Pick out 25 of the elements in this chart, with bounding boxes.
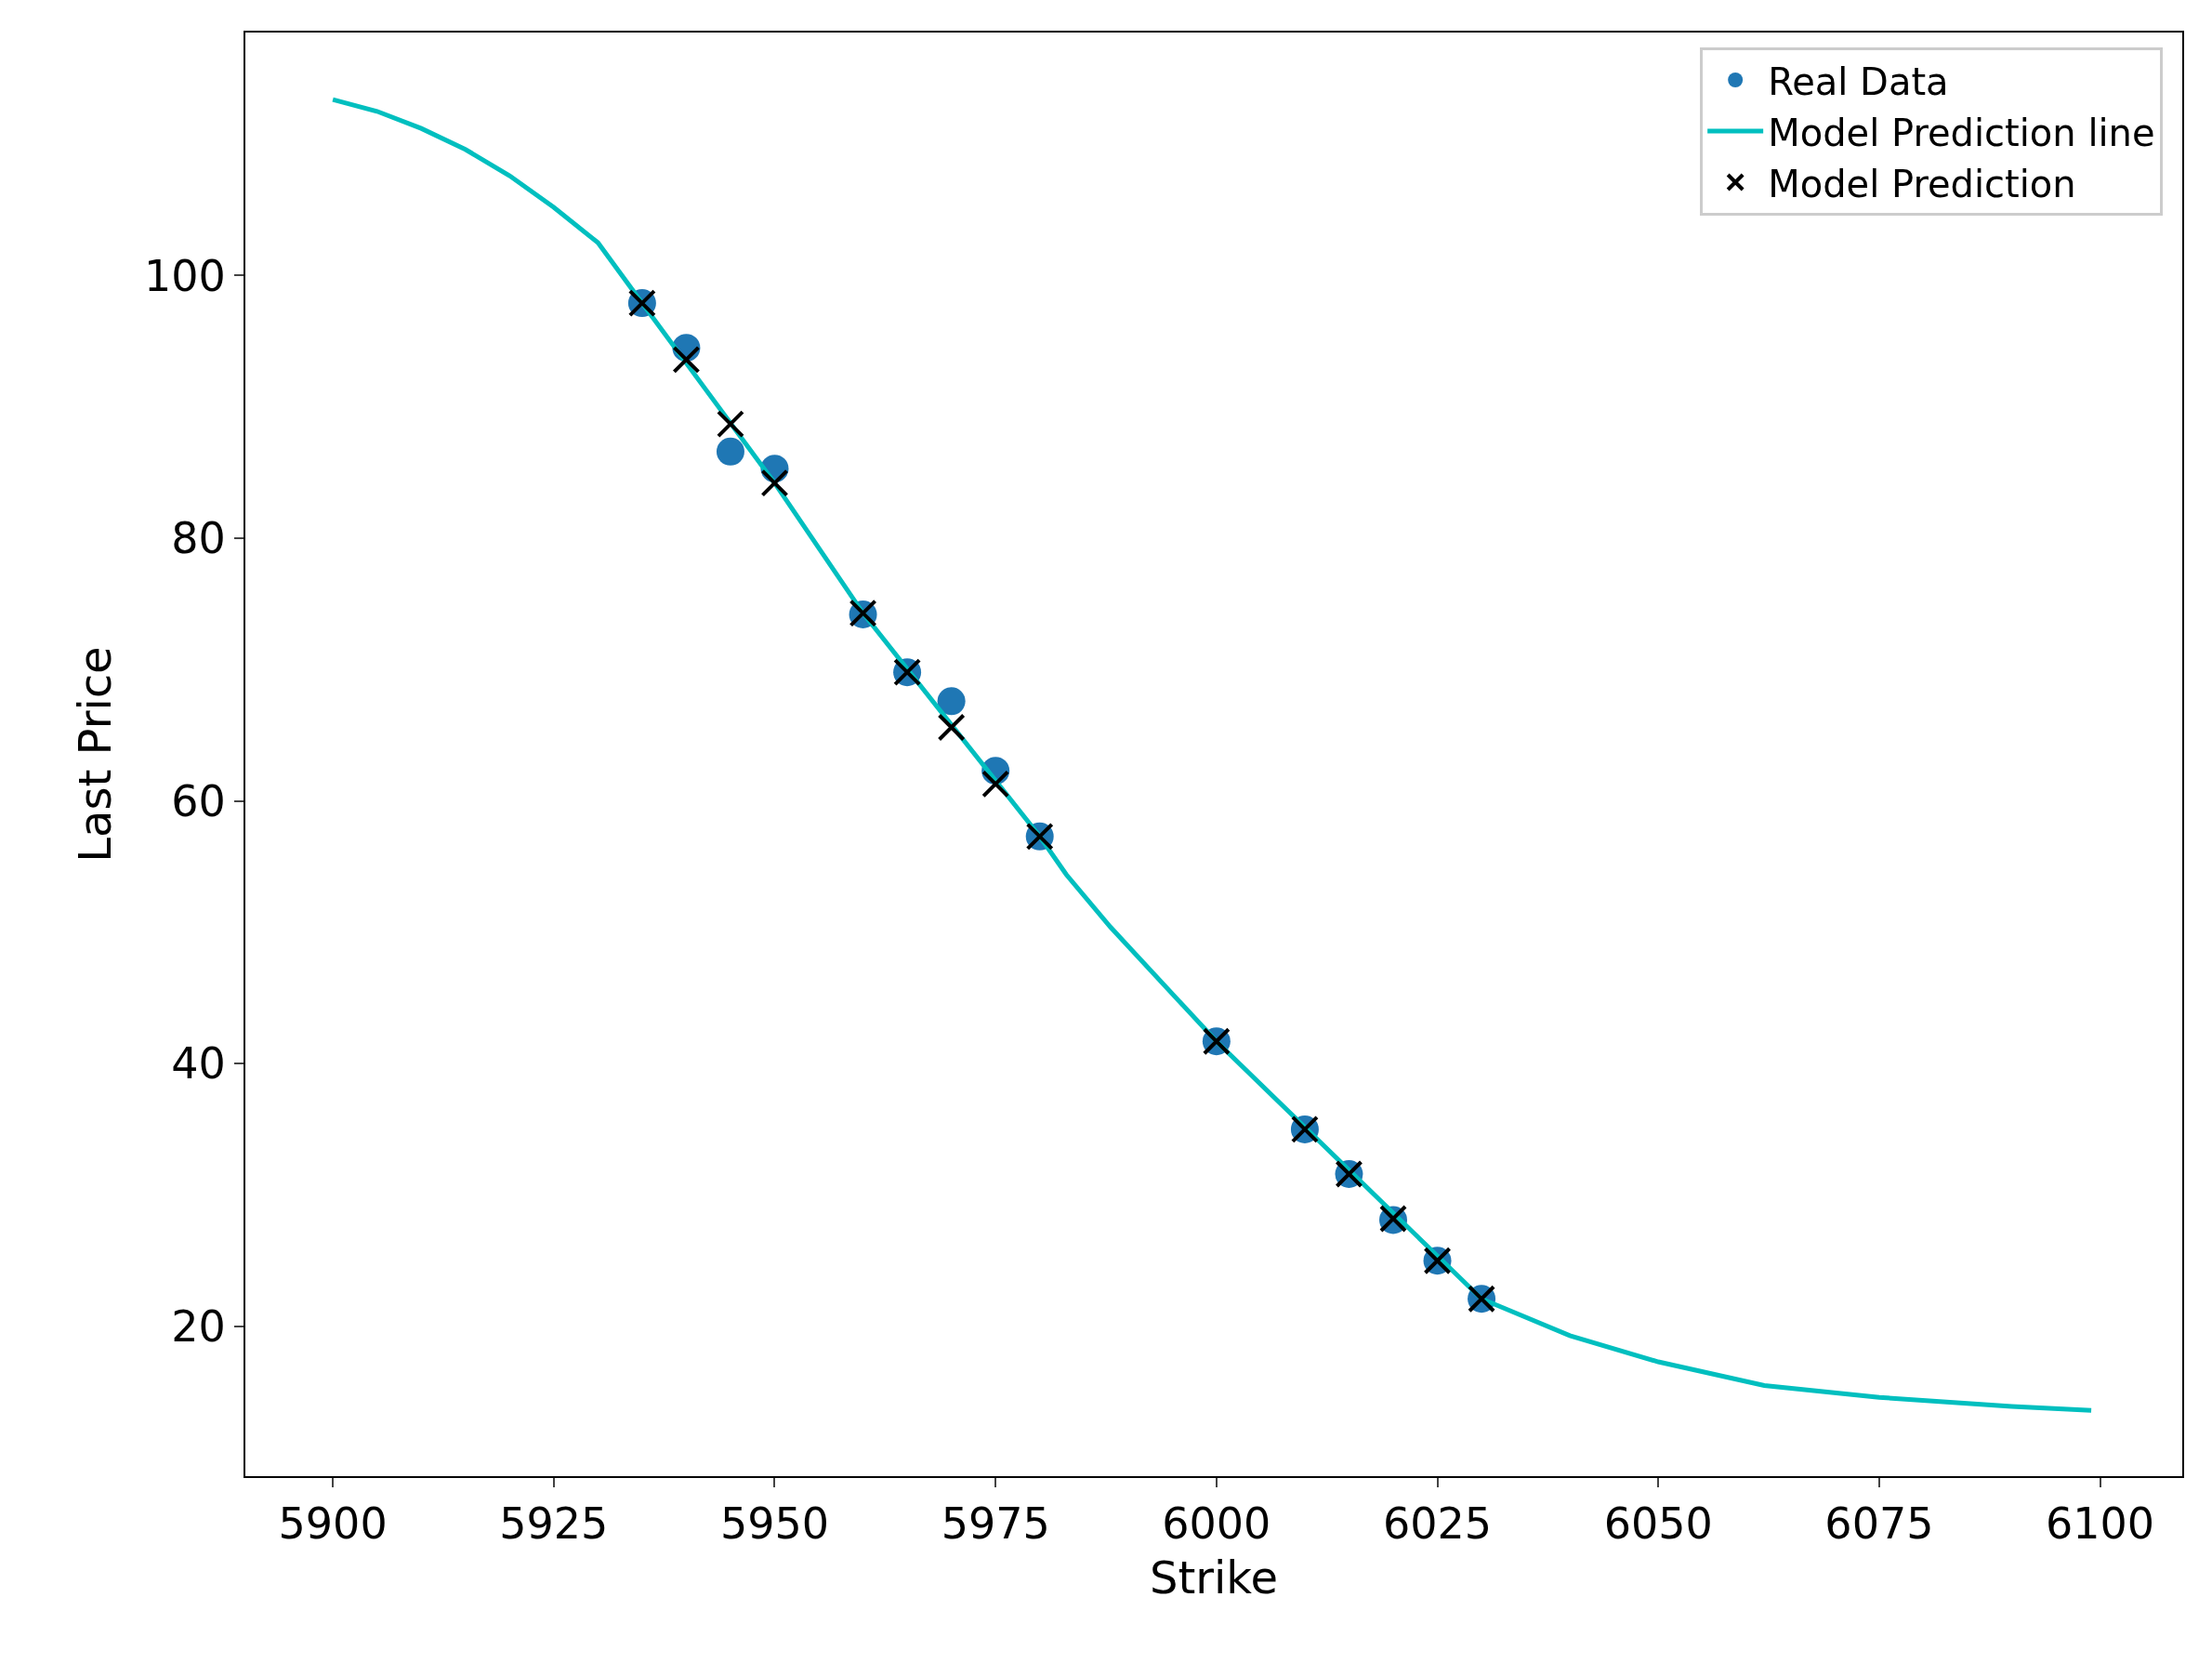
legend-label: Model Prediction	[1768, 162, 2076, 205]
x-tick-label: 5925	[499, 1498, 609, 1550]
y-tick-label: 80	[171, 513, 226, 564]
x-tick-label: 5900	[278, 1498, 388, 1550]
x-tick-label: 6075	[1824, 1498, 1934, 1550]
x-tick-label: 6100	[2046, 1498, 2155, 1550]
point	[672, 345, 701, 374]
point	[937, 687, 966, 716]
x-tick-label: 6025	[1382, 1498, 1493, 1550]
legend-label: Real Data	[1768, 59, 1949, 103]
x-tick-label: 5975	[941, 1498, 1050, 1550]
y-tick-label: 40	[171, 1038, 226, 1089]
y-axis-title: Last Price	[69, 646, 122, 863]
x-tick-label: 5950	[719, 1498, 830, 1550]
legend-label: Model Prediction line	[1768, 111, 2155, 154]
point	[937, 713, 966, 742]
point	[716, 410, 744, 439]
x-tick-label: 6050	[1603, 1498, 1713, 1550]
point	[716, 437, 744, 466]
y-tick-label: 100	[143, 250, 226, 301]
y-tick-label: 60	[171, 775, 226, 826]
x-tick-label: 6000	[1162, 1498, 1271, 1550]
x-axis-title: Strike	[1150, 1551, 1278, 1604]
point	[981, 770, 1010, 799]
y-tick-label: 20	[171, 1301, 226, 1353]
